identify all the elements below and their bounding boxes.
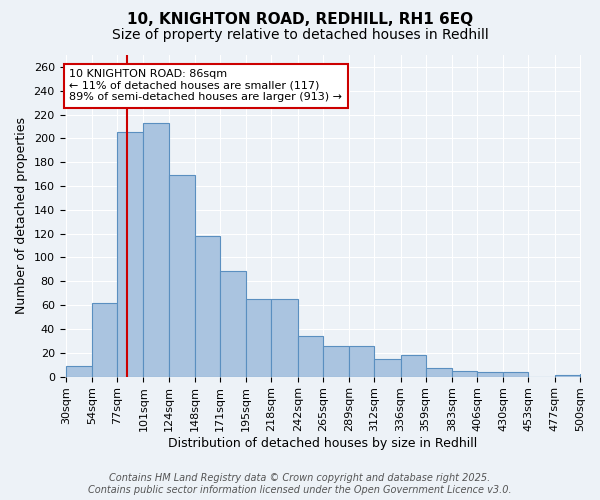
Bar [323,346,349,376]
Bar [425,368,452,376]
Bar [401,355,425,376]
Bar [117,132,143,376]
Text: Size of property relative to detached houses in Redhill: Size of property relative to detached ho… [112,28,488,42]
Y-axis label: Number of detached properties: Number of detached properties [15,118,28,314]
Bar [246,299,271,376]
Bar [143,123,169,376]
Text: 10 KNIGHTON ROAD: 86sqm
← 11% of detached houses are smaller (117)
89% of semi-d: 10 KNIGHTON ROAD: 86sqm ← 11% of detache… [69,70,342,102]
Bar [452,370,477,376]
Bar [66,366,92,376]
X-axis label: Distribution of detached houses by size in Redhill: Distribution of detached houses by size … [168,437,478,450]
Bar [374,358,401,376]
Text: Contains HM Land Registry data © Crown copyright and database right 2025.
Contai: Contains HM Land Registry data © Crown c… [88,474,512,495]
Bar [92,302,117,376]
Bar [580,374,600,376]
Bar [271,299,298,376]
Bar [169,176,195,376]
Bar [220,270,246,376]
Bar [195,236,220,376]
Bar [477,372,503,376]
Text: 10, KNIGHTON ROAD, REDHILL, RH1 6EQ: 10, KNIGHTON ROAD, REDHILL, RH1 6EQ [127,12,473,28]
Bar [298,336,323,376]
Bar [349,346,374,376]
Bar [503,372,529,376]
